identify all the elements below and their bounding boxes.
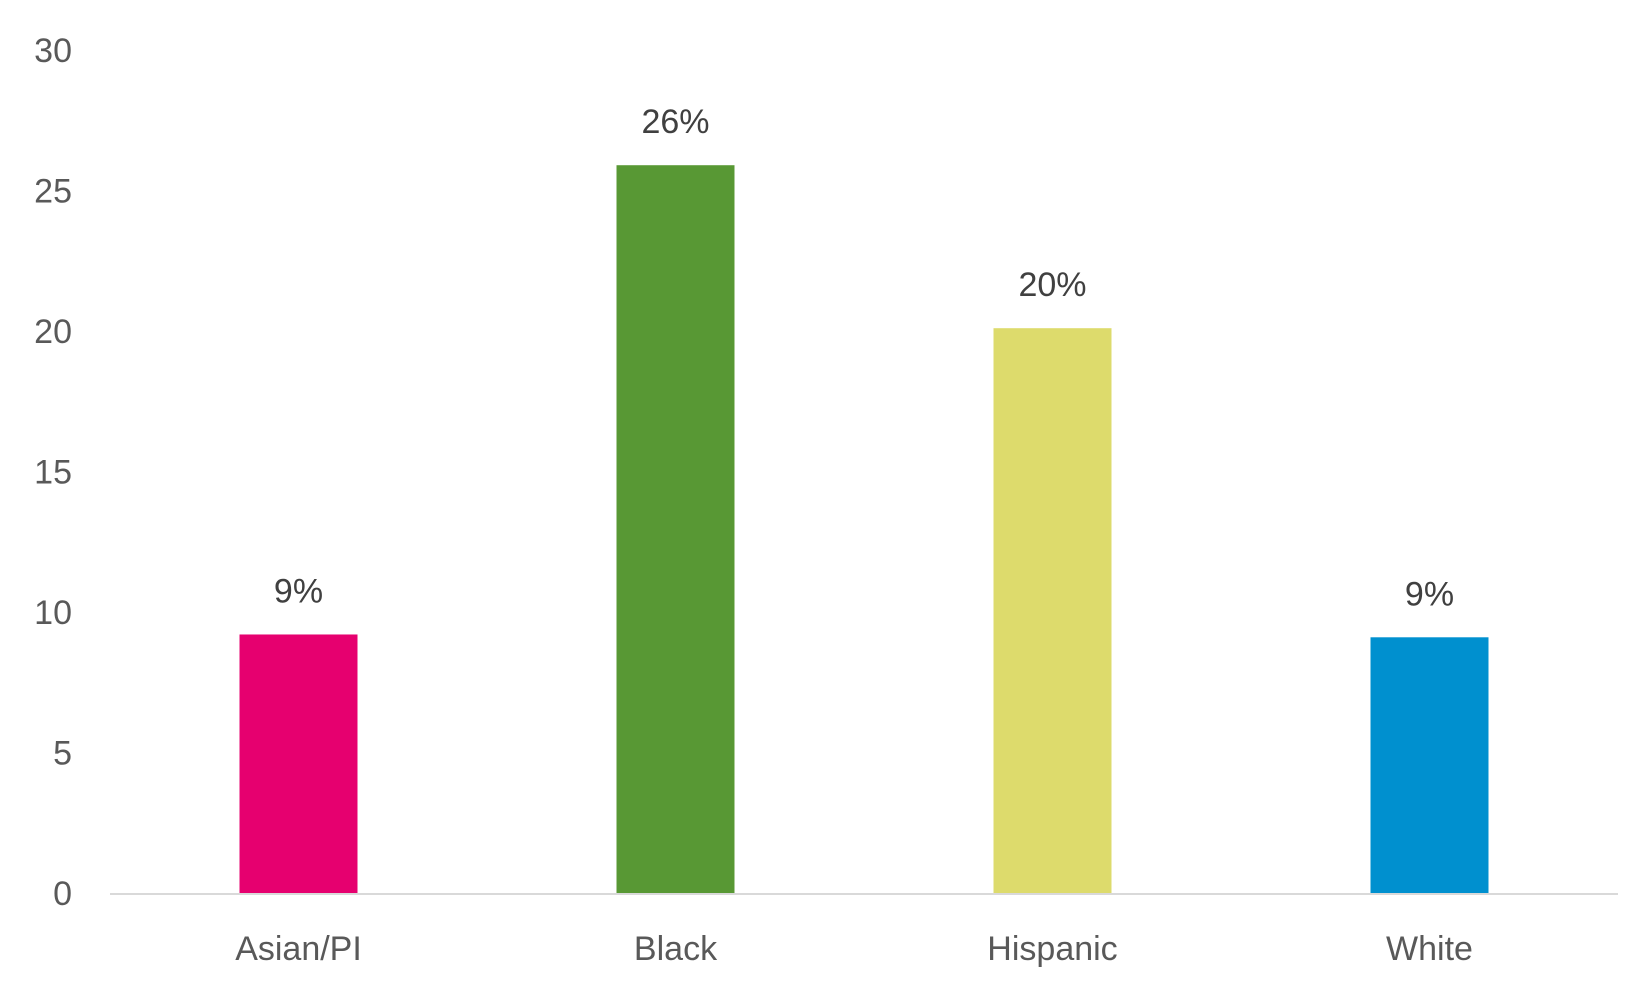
x-tick-label: White — [1386, 930, 1473, 968]
data-label: 26% — [641, 103, 709, 141]
bar — [616, 165, 735, 893]
bar — [993, 328, 1112, 893]
x-tick-label: Black — [634, 930, 718, 968]
y-tick-label: 30 — [34, 32, 72, 70]
y-tick-label: 10 — [34, 594, 72, 632]
x-axis: Asian/PI Black Hispanic White — [235, 930, 1473, 968]
y-tick-label: 15 — [34, 454, 72, 492]
y-tick-label: 0 — [53, 875, 72, 913]
y-tick-label: 5 — [53, 735, 72, 773]
y-axis: 0 5 10 15 20 25 30 — [34, 32, 72, 913]
data-label: 9% — [274, 572, 323, 610]
y-tick-label: 20 — [34, 313, 72, 351]
data-labels: 9% 26% 20% 9% — [274, 103, 1454, 613]
x-tick-label: Hispanic — [987, 930, 1117, 968]
bar — [239, 634, 358, 893]
x-tick-label: Asian/PI — [235, 930, 362, 968]
y-tick-label: 25 — [34, 173, 72, 211]
data-label: 20% — [1018, 266, 1086, 304]
bars — [239, 165, 1489, 893]
bar — [1370, 637, 1489, 893]
data-label: 9% — [1405, 575, 1454, 613]
